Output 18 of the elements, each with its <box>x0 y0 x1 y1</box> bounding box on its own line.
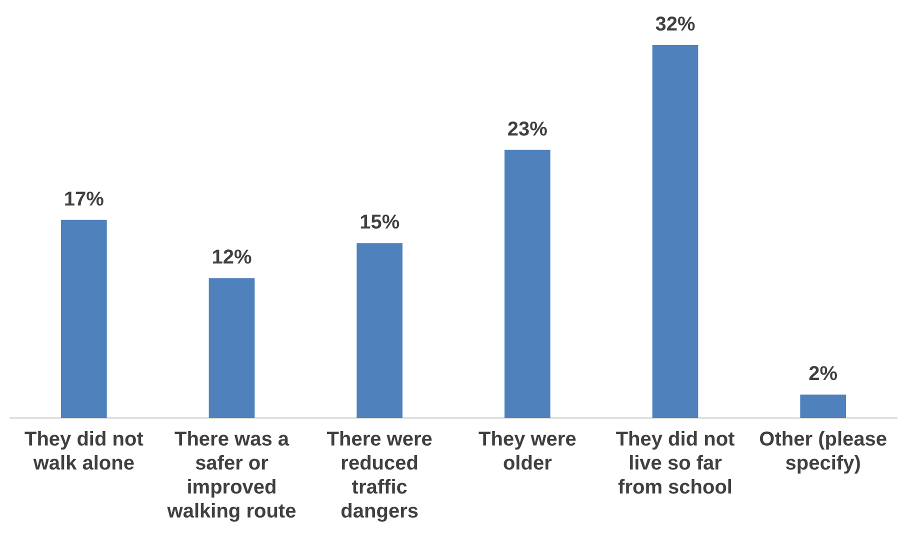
data-label: 15% <box>360 212 400 234</box>
data-label: 2% <box>808 363 838 386</box>
bar <box>504 150 550 418</box>
data-label: 12% <box>212 246 252 269</box>
x-tick-label: There were reduced traffic dangers <box>326 428 432 523</box>
bar <box>652 44 698 418</box>
x-tick-label: There was a safer or improved walking route <box>166 428 296 523</box>
data-label: 23% <box>507 118 548 140</box>
x-tick-label: They did not live so far from school <box>616 428 736 499</box>
data-label: 32% <box>655 13 696 36</box>
x-tick-label: Other (please specify) <box>759 428 887 475</box>
bar <box>800 394 846 418</box>
data-label: 17% <box>64 188 104 210</box>
bar <box>61 220 107 418</box>
x-tick-label: They were older <box>478 428 576 475</box>
bar <box>356 243 402 418</box>
bar <box>208 278 255 418</box>
x-tick-label: They did not walk alone <box>24 428 144 475</box>
